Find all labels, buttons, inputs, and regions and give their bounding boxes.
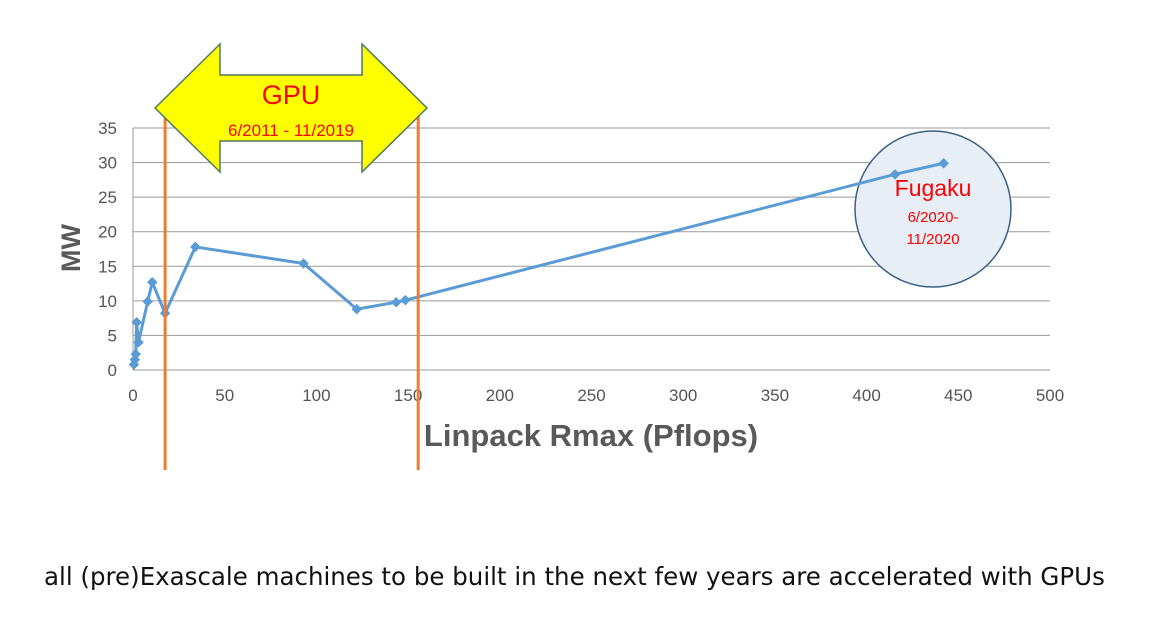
gpu-arrow-shape: [153, 42, 429, 174]
data-point-3: [131, 316, 143, 328]
y-tick-label-20: 20: [98, 223, 117, 242]
x-tick-label-200: 200: [486, 386, 514, 405]
data-point-13: [889, 168, 901, 180]
x-tick-label-400: 400: [852, 386, 880, 405]
data-series: [128, 157, 949, 370]
fugaku-date-start: 6/2020-: [908, 209, 959, 226]
y-tick-label-25: 25: [98, 188, 117, 207]
y-tick-label-15: 15: [98, 257, 117, 276]
data-point-2: [130, 348, 142, 360]
y-tick-label-0: 0: [108, 361, 117, 380]
fugaku-title: Fugaku: [895, 175, 972, 201]
series-line-0: [132, 161, 944, 365]
x-tick-labels: 0 50 100 150 200 250 300 350 400 450 500: [128, 386, 1064, 405]
y-tick-label-35: 35: [98, 119, 117, 138]
gpu-arrow-range: 6/2011 - 11/2019: [228, 121, 354, 140]
data-point-11: [390, 296, 402, 308]
x-tick-label-300: 300: [669, 386, 697, 405]
x-axis-title: Linpack Rmax (Pflops): [424, 418, 758, 453]
fugaku-label: Fugaku 6/2020- 11/2020: [895, 175, 972, 248]
caption: all (pre)Exascale machines to be built i…: [44, 562, 1105, 591]
x-tick-label-350: 350: [761, 386, 789, 405]
x-tick-label-250: 250: [577, 386, 605, 405]
data-point-5: [142, 296, 154, 307]
y-tick-label-10: 10: [98, 292, 117, 311]
gpu-arrow: GPU 6/2011 - 11/2019: [153, 42, 429, 174]
y-tick-label-30: 30: [98, 154, 117, 173]
x-tick-label-50: 50: [215, 386, 234, 405]
fugaku-date-end: 11/2020: [906, 231, 959, 248]
gridlines: [132, 127, 1050, 371]
y-tick-label-5: 5: [108, 326, 117, 345]
x-tick-label-100: 100: [302, 386, 330, 405]
x-tick-label-150: 150: [394, 386, 422, 405]
data-point-8: [190, 241, 201, 253]
x-tick-label-450: 450: [944, 386, 972, 405]
data-point-4: [133, 336, 144, 348]
y-axis-title: MW: [56, 224, 86, 272]
x-tick-label-0: 0: [128, 386, 137, 405]
x-tick-label-500: 500: [1036, 386, 1064, 405]
gpu-era-lines: [163, 115, 420, 470]
data-point-6: [146, 276, 158, 288]
gpu-arrow-title: GPU: [262, 80, 321, 110]
data-point-14: [938, 157, 949, 169]
data-point-9: [298, 258, 309, 269]
data-point-10: [351, 303, 363, 315]
data-point-12: [399, 294, 411, 306]
y-tick-labels: 0 5 10 15 20 25 30 35: [98, 119, 117, 380]
